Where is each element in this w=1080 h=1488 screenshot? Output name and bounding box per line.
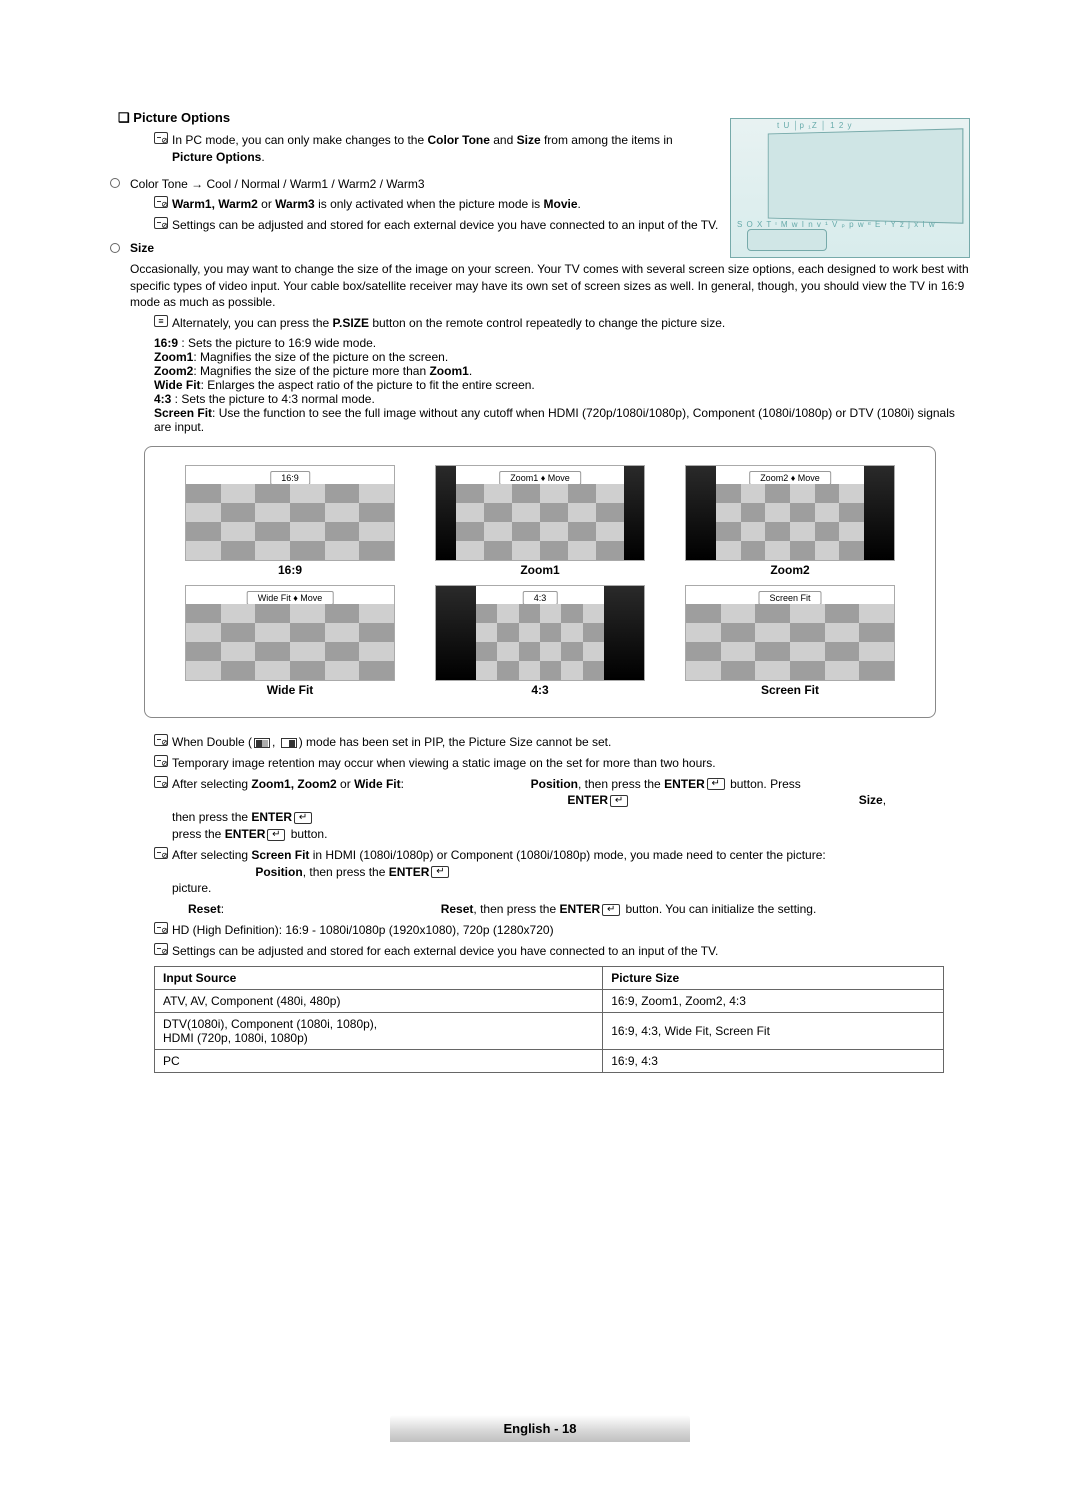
picture-size-table: Input SourcePicture Size ATV, AV, Compon… [154,966,944,1073]
enter-icon [602,904,620,916]
note-icon [154,776,168,788]
alternate-note: Alternately, you can press the P.SIZE bu… [154,315,970,332]
bullet-icon [110,243,120,253]
pip-icon-right [281,738,297,748]
thumb-43: 4:3 4:3 [435,585,645,697]
thumb-169: 16:9 16:9 [185,465,395,577]
pip-icon-left [254,738,270,748]
table-row: ATV, AV, Component (480i, 480p)16:9, Zoo… [155,989,944,1012]
note-icon [154,755,168,767]
thumb-widefit: Wide Fit ♦ Move Wide Fit [185,585,395,697]
enter-icon [267,829,285,841]
enter-icon [707,778,725,790]
thumb-zoom1: Zoom1 ♦ Move Zoom1 [435,465,645,577]
note-icon [154,196,168,208]
thumb-screenfit: Screen Fit Screen Fit [685,585,895,697]
enter-icon [294,812,312,824]
note-icon [154,943,168,955]
bullet-icon [110,178,120,188]
th-input-source: Input Source [155,966,603,989]
note-icon [154,734,168,746]
picture-size-gallery: 16:9 16:9 Zoom1 ♦ Move Zoom1 Zoom2 ♦ Mov… [144,446,936,718]
table-row: DTV(1080i), Component (1080i, 1080p), HD… [155,1012,944,1049]
tv-screen [768,128,964,223]
page-footer: English - 18 [390,1415,690,1442]
enter-icon [431,866,449,878]
note-icon [154,847,168,859]
note-icon [154,217,168,229]
enter-icon [610,795,628,807]
thumb-zoom2: Zoom2 ♦ Move Zoom2 [685,465,895,577]
size-intro: Occasionally, you may want to change the… [110,261,970,311]
tv-base [747,229,827,251]
note-icon [154,132,168,144]
lower-notes: When Double (, ) mode has been set in PI… [154,734,970,960]
table-row: PC16:9, 4:3 [155,1049,944,1072]
tv-text-1: t U │p ₁Z │ 1 2 y [777,121,853,130]
tv-illustration: t U │p ₁Z │ 1 2 y S O X T ᶦ M w I n v ¹ … [730,118,970,258]
note-icon [154,922,168,934]
th-picture-size: Picture Size [603,966,944,989]
section-marker: ❑ [118,110,130,125]
mode-list: 16:9 : Sets the picture to 16:9 wide mod… [154,336,970,434]
tv-text-2: S O X T ᶦ M w I n v ¹ V ₚ p w ᵉ E ᶠ Y z … [737,220,936,229]
section-heading: Picture Options [133,110,230,125]
info-icon [154,315,168,327]
